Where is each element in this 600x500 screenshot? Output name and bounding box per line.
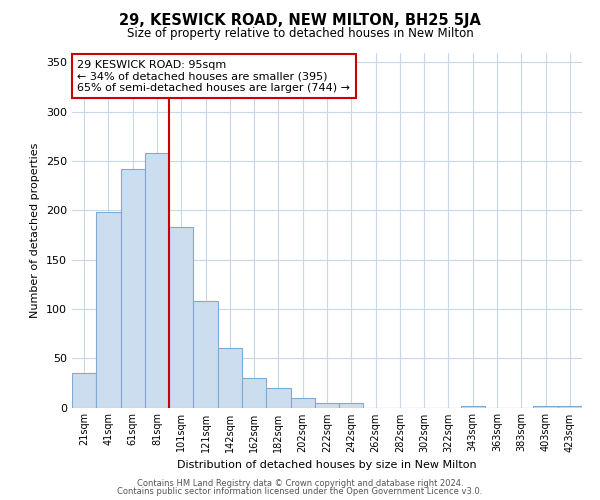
Bar bbox=[145, 153, 169, 407]
Bar bbox=[193, 301, 218, 408]
Text: Contains HM Land Registry data © Crown copyright and database right 2024.: Contains HM Land Registry data © Crown c… bbox=[137, 478, 463, 488]
Text: 29, KESWICK ROAD, NEW MILTON, BH25 5JA: 29, KESWICK ROAD, NEW MILTON, BH25 5JA bbox=[119, 12, 481, 28]
Text: Contains public sector information licensed under the Open Government Licence v3: Contains public sector information licen… bbox=[118, 487, 482, 496]
Bar bbox=[218, 348, 242, 408]
Bar bbox=[339, 402, 364, 407]
Bar bbox=[533, 406, 558, 407]
Bar bbox=[121, 169, 145, 408]
Bar bbox=[315, 402, 339, 407]
Bar bbox=[242, 378, 266, 408]
Bar bbox=[72, 373, 96, 408]
Y-axis label: Number of detached properties: Number of detached properties bbox=[31, 142, 40, 318]
Bar bbox=[558, 406, 582, 407]
Bar bbox=[96, 212, 121, 408]
Bar bbox=[266, 388, 290, 407]
Bar bbox=[290, 398, 315, 407]
X-axis label: Distribution of detached houses by size in New Milton: Distribution of detached houses by size … bbox=[177, 460, 477, 470]
Bar bbox=[461, 406, 485, 407]
Text: 29 KESWICK ROAD: 95sqm
← 34% of detached houses are smaller (395)
65% of semi-de: 29 KESWICK ROAD: 95sqm ← 34% of detached… bbox=[77, 60, 350, 93]
Text: Size of property relative to detached houses in New Milton: Size of property relative to detached ho… bbox=[127, 28, 473, 40]
Bar bbox=[169, 227, 193, 408]
